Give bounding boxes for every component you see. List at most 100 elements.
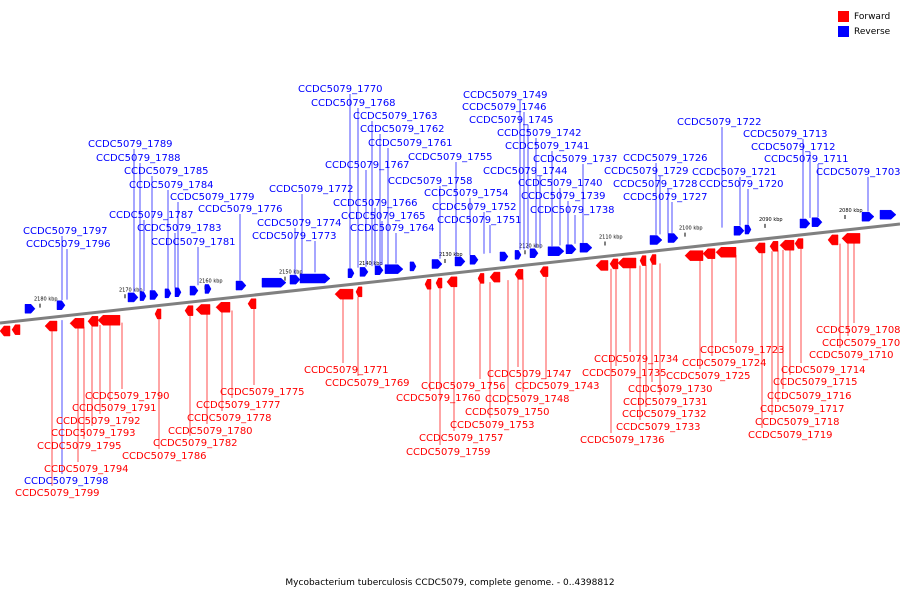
- reverse-gene-label: CCDC5079_1784: [129, 180, 214, 191]
- gene-arrow: [529, 248, 539, 258]
- gene-arrow: [204, 284, 212, 294]
- gene-arrow: [539, 266, 549, 277]
- reverse-gene-label: CCDC5079_1783: [137, 223, 222, 234]
- forward-gene-label: CCDC5079_1736: [580, 435, 665, 446]
- forward-gene-label: CCDC5079_1795: [37, 441, 122, 452]
- reverse-gene-label: CCDC5079_1796: [26, 239, 111, 250]
- gene-arrow: [334, 288, 354, 300]
- gene-arrow: [609, 258, 619, 270]
- reverse-gene-label: CCDC5079_1789: [88, 139, 173, 150]
- gene-arrow: [811, 217, 823, 227]
- gene-arrow: [684, 250, 704, 261]
- gene-arrow: [702, 248, 716, 259]
- forward-gene-label: CCDC5079_1725: [666, 371, 751, 382]
- gene-arrow: [289, 274, 301, 285]
- gene-arrow: [454, 256, 466, 267]
- reverse-gene-label: CCDC5079_1726: [623, 153, 708, 164]
- legend-reverse-swatch: [838, 26, 849, 37]
- gene-arrow: [384, 264, 404, 274]
- gene-arrow: [247, 298, 257, 309]
- gene-arrow: [69, 318, 85, 329]
- gene-arrow: [595, 260, 609, 271]
- tick-label: 2110 kbp: [599, 234, 623, 240]
- gene-arrow: [261, 277, 287, 288]
- gene-arrow: [215, 301, 231, 313]
- reverse-gene-label: CCDC5079_1727: [623, 192, 708, 203]
- reverse-gene-label: CCDC5079_1744: [483, 166, 568, 177]
- forward-gene-label: CCDC5079_1734: [594, 354, 679, 365]
- gene-arrow: [355, 286, 363, 298]
- reverse-gene-label: CCDC5079_1738: [530, 205, 615, 216]
- gene-arrow: [154, 308, 162, 320]
- gene-arrow: [667, 233, 679, 243]
- tick-label: 2150 kbp: [279, 270, 303, 276]
- reverse-gene-label: CCDC5079_1754: [424, 188, 509, 199]
- reverse-gene-label: CCDC5079_1779: [170, 192, 255, 203]
- forward-gene-label: CCDC5079_1710: [809, 350, 894, 361]
- forward-gene-label: CCDC5079_1709: [822, 338, 900, 349]
- gene-arrow: [639, 255, 647, 266]
- forward-gene-label: CCDC5079_1792: [56, 416, 141, 427]
- forward-gene-label: CCDC5079_1735: [582, 368, 667, 379]
- genome-caption: Mycobacterium tuberculosis CCDC5079, com…: [285, 578, 615, 588]
- gene-arrow: [44, 320, 58, 332]
- chromosome-axis: [0, 222, 900, 325]
- gene-arrow: [189, 285, 199, 296]
- forward-gene-label: CCDC5079_1723: [700, 345, 785, 356]
- gene-arrow: [127, 292, 139, 303]
- tick-label: 2080 kbp: [839, 208, 863, 214]
- reverse-gene-label: CCDC5079_1768: [311, 98, 396, 109]
- forward-gene-label: CCDC5079_1756: [421, 381, 506, 392]
- gene-arrow: [827, 234, 839, 246]
- legend-forward: Forward: [838, 9, 890, 24]
- reverse-gene-label: CCDC5079_1767: [325, 160, 410, 171]
- forward-gene-label: CCDC5079_1780: [168, 426, 253, 437]
- forward-gene-label: CCDC5079_1714: [781, 365, 866, 376]
- forward-gene-label: CCDC5079_1769: [325, 378, 410, 389]
- gene-arrow: [779, 239, 795, 251]
- forward-gene-label: CCDC5079_1708: [816, 325, 900, 336]
- forward-gene-label: CCDC5079_1791: [72, 403, 157, 414]
- gene-arrow: [347, 268, 355, 278]
- gene-arrow: [446, 276, 458, 288]
- reverse-gene-label: CCDC5079_1737: [533, 154, 618, 165]
- gene-arrow: [617, 257, 637, 269]
- tick-label: 2160 kbp: [199, 278, 223, 284]
- reverse-gene-label: CCDC5079_1703: [816, 167, 900, 178]
- gene-arrow: [409, 261, 417, 272]
- tick-label: 2140 kbp: [359, 261, 383, 267]
- gene-arrow: [235, 280, 247, 291]
- gene-arrow: [139, 291, 147, 301]
- reverse-gene-label: CCDC5079_1798: [24, 476, 109, 487]
- forward-gene-label: CCDC5079_1743: [515, 381, 600, 392]
- gene-arrow: [431, 259, 443, 269]
- reverse-gene-label: CCDC5079_1740: [518, 178, 603, 189]
- forward-gene-label: CCDC5079_1718: [755, 417, 840, 428]
- reverse-gene-label: CCDC5079_1797: [23, 226, 108, 237]
- forward-gene-label: CCDC5079_1759: [406, 447, 491, 458]
- forward-gene-label: CCDC5079_1719: [748, 430, 833, 441]
- gene-arrow: [861, 211, 875, 222]
- forward-gene-label: CCDC5079_1748: [485, 394, 570, 405]
- gene-arrow: [435, 277, 443, 289]
- reverse-gene-label: CCDC5079_1742: [497, 128, 582, 139]
- gene-arrow: [794, 238, 804, 249]
- tick-label: 2180 kbp: [34, 297, 58, 303]
- reverse-gene-label: CCDC5079_1758: [388, 176, 473, 187]
- gene-arrow: [649, 254, 657, 265]
- tick-label: 2100 kbp: [679, 226, 703, 232]
- reverse-gene-label: CCDC5079_1722: [677, 117, 762, 128]
- tick-label: 2120 kbp: [519, 243, 543, 249]
- reverse-gene-label: CCDC5079_1720: [699, 179, 784, 190]
- forward-gene-label: CCDC5079_1786: [122, 451, 207, 462]
- forward-gene-label: CCDC5079_1775: [220, 387, 305, 398]
- reverse-gene-label: CCDC5079_1741: [505, 141, 590, 152]
- gene-arrow: [87, 316, 99, 327]
- reverse-gene-label: CCDC5079_1755: [408, 152, 493, 163]
- tick-label: 2130 kbp: [439, 252, 463, 258]
- legend: Forward Reverse: [838, 9, 890, 39]
- gene-arrow: [715, 246, 737, 258]
- reverse-gene-label: CCDC5079_1772: [269, 184, 354, 195]
- forward-gene-label: CCDC5079_1715: [773, 377, 858, 388]
- forward-gene-label: CCDC5079_1730: [628, 384, 713, 395]
